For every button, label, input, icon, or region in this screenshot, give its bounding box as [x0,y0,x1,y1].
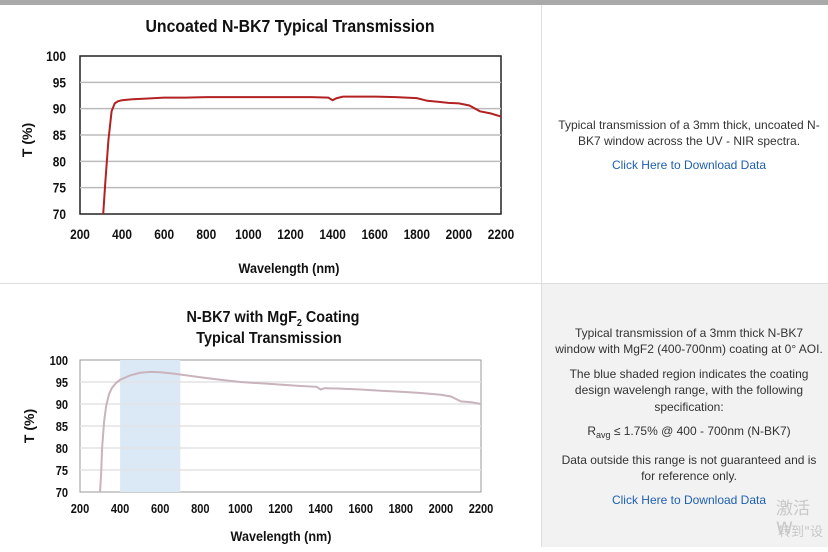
x-tick-label: 2200 [469,501,494,516]
watermark-line1: 激活 W [776,499,810,539]
x-tick-label: 800 [191,501,210,516]
y-tick-label: 95 [56,375,69,390]
x-axis-label: Wavelength (nm) [239,260,340,276]
y-tick-label: 70 [56,485,69,500]
y-tick-label: 100 [50,353,69,368]
chart-title: Uncoated N-BK7 Typical Transmission [145,16,434,36]
coating-spec: Ravg ≤ 1.75% @ 400 - 700nm (N-BK7) [587,424,791,440]
chart-mgf2-coated: 70 75 80 85 90 95 100 200 400 600 800 1000 1200 1400… [21,308,494,544]
y-tick-label: 90 [53,101,66,117]
data-disclaimer: Data outside this range is not guarantee… [561,452,817,484]
x-tick-label: 1000 [228,501,253,516]
y-tick-labels: 70 75 80 85 90 95 100 [46,48,66,222]
x-tick-label: 1400 [308,501,333,516]
series-line [99,370,482,493]
description-text: Typical transmission of a 3mm thick, unc… [558,117,820,149]
chart-cell: 70 75 80 85 90 95 100 200 400 600 800 1000 1200 1400… [0,5,541,283]
description-text: Typical transmission of a 3mm thick N-BK… [555,325,823,357]
y-tick-label: 85 [56,419,69,434]
top-bar [0,0,828,5]
table-row: 70 75 80 85 90 95 100 200 400 600 800 1000 1200 1400… [0,284,828,547]
download-data-link[interactable]: Click Here to Download Data [611,157,767,172]
x-tick-label: 200 [71,501,90,516]
y-tick-label: 100 [46,48,66,64]
watermark-line2: 转到"设 [778,525,823,540]
chart-cell: 70 75 80 85 90 95 100 200 400 600 800 1000 1200 1400… [0,284,541,547]
chart-uncoated: 70 75 80 85 90 95 100 200 400 600 800 1000 1200 1400… [19,16,514,276]
x-tick-label: 1000 [235,226,261,242]
shaded-region-note: The blue shaded region indicates the coa… [569,366,809,414]
series-line [102,95,502,215]
description-cell: Typical transmission of a 3mm thick, unc… [541,5,828,283]
x-tick-labels: 200 400 600 800 1000 1200 1400 1600 1800 2000 2200 [70,226,514,242]
description-cell: Typical transmission of a 3mm thick N-BK… [541,284,828,547]
x-tick-label: 1600 [361,226,387,242]
y-tick-label: 95 [53,74,66,90]
y-tick-label: 75 [53,180,66,196]
download-data-link[interactable]: Click Here to Download Data [611,492,767,507]
x-tick-label: 800 [196,226,216,242]
x-tick-label: 400 [111,501,130,516]
x-tick-labels: 200 400 600 800 1000 1200 1400 1600 1800 2000 2200 [71,501,494,516]
y-tick-label: 80 [53,153,66,169]
x-tick-label: 2000 [429,501,454,516]
x-tick-label: 200 [70,226,90,242]
x-tick-label: 1200 [268,501,293,516]
y-tick-label: 90 [56,397,69,412]
x-tick-label: 1800 [389,501,414,516]
table-row: 70 75 80 85 90 95 100 200 400 600 800 1000 1200 1400… [0,5,828,284]
gridlines [80,81,501,189]
x-tick-label: 600 [154,226,174,242]
y-tick-label: 85 [53,127,66,143]
x-tick-label: 400 [112,226,132,242]
x-tick-label: 2000 [446,226,472,242]
chart-title-line1: N-BK7 with MgF2 Coating [187,308,360,329]
chart-title-line2: Typical Transmission [196,329,341,347]
x-tick-label: 1200 [277,226,303,242]
x-tick-label: 1400 [319,226,345,242]
y-tick-label: 70 [53,206,66,222]
y-tick-label: 80 [56,441,69,456]
y-tick-label: 75 [56,463,69,478]
x-axis-label: Wavelength (nm) [231,528,332,544]
y-axis-label: T (%) [19,123,35,157]
gridlines [80,381,481,471]
y-tick-labels: 70 75 80 85 90 95 100 [50,353,69,500]
x-tick-label: 600 [151,501,170,516]
x-tick-label: 1800 [404,226,430,242]
x-tick-label: 1600 [348,501,373,516]
x-tick-label: 2200 [488,226,514,242]
y-axis-label: T (%) [21,409,37,443]
